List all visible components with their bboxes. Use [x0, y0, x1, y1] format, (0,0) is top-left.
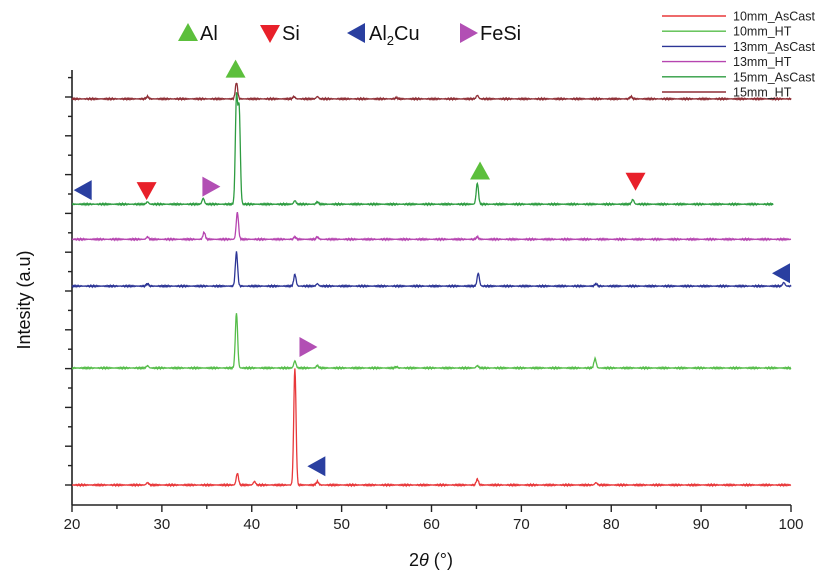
- y-axis-title: Intesity (a.u): [14, 250, 34, 349]
- phase-marker-fesi: [299, 336, 318, 357]
- legend-item-13mm_AsCast: 13mm_AsCast: [662, 40, 815, 54]
- phase-marker-si: [625, 172, 646, 191]
- series-line-15mm_HT: [71, 82, 792, 102]
- y-ticks: [65, 76, 72, 486]
- series-line-10mm_AsCast: [71, 368, 792, 488]
- x-tick-label: 100: [778, 516, 803, 533]
- phase-legend-label: Al: [200, 23, 218, 45]
- x-ticks: 20 30 40 50 60 70 80 90 100: [64, 505, 804, 533]
- x-tick-label: 60: [423, 516, 440, 533]
- legend-label: 15mm_HT: [733, 86, 792, 100]
- x-tick-label: 80: [603, 516, 620, 533]
- series-line-10mm_HT: [71, 313, 792, 371]
- x-tick-label: 50: [333, 516, 350, 533]
- phase-legend-label: Al2Cu: [369, 23, 420, 48]
- legend-label: 13mm_AsCast: [733, 40, 815, 54]
- legend-item-10mm_AsCast: 10mm_AsCast: [662, 10, 815, 24]
- legend-item-15mm_AsCast: 15mm_AsCast: [662, 70, 815, 84]
- phase-legend-marker: [260, 25, 280, 43]
- phase-legend-item-al2cu: Al2Cu: [347, 23, 420, 48]
- series-line-13mm_HT: [71, 211, 792, 242]
- legend-label: 15mm_AsCast: [733, 70, 815, 84]
- x-tick-label: 90: [693, 516, 710, 533]
- legend-item-13mm_HT: 13mm_HT: [662, 55, 792, 69]
- phase-legend-marker: [460, 23, 478, 43]
- x-axis-title: 2θ (°): [409, 550, 453, 570]
- phase-legend-marker: [347, 23, 365, 43]
- series-lines: [71, 82, 792, 488]
- phase-marker-si: [136, 182, 157, 201]
- phase-annotations: [73, 59, 791, 477]
- x-tick-label: 20: [64, 516, 81, 533]
- legend-item-15mm_HT: 15mm_HT: [662, 86, 792, 100]
- phase-legend-item-al: Al: [178, 23, 218, 45]
- phase-marker-fesi: [202, 176, 221, 197]
- series-line-15mm_AsCast: [71, 91, 774, 207]
- legend-label: 13mm_HT: [733, 55, 792, 69]
- phase-marker-al: [225, 59, 246, 78]
- phase-legend: Al Si Al2Cu FeSi: [178, 23, 521, 48]
- x-tick-label: 40: [243, 516, 260, 533]
- series-line-13mm_AsCast: [71, 251, 792, 289]
- phase-legend-label: Si: [282, 23, 300, 45]
- phase-marker-al2cu: [307, 456, 326, 477]
- phase-marker-al2cu: [73, 180, 92, 201]
- series-legend: 10mm_AsCast10mm_HT13mm_AsCast13mm_HT15mm…: [662, 10, 815, 100]
- phase-legend-item-si: Si: [260, 23, 300, 45]
- x-tick-label: 70: [513, 516, 530, 533]
- phase-legend-item-fesi: FeSi: [460, 23, 521, 45]
- phase-marker-al2cu: [772, 263, 791, 284]
- phase-legend-marker: [178, 23, 198, 41]
- legend-label: 10mm_HT: [733, 25, 792, 39]
- legend-label: 10mm_AsCast: [733, 10, 815, 24]
- x-tick-label: 30: [154, 516, 171, 533]
- legend-item-10mm_HT: 10mm_HT: [662, 25, 792, 39]
- phase-marker-al: [470, 161, 491, 180]
- phase-legend-label: FeSi: [480, 23, 521, 45]
